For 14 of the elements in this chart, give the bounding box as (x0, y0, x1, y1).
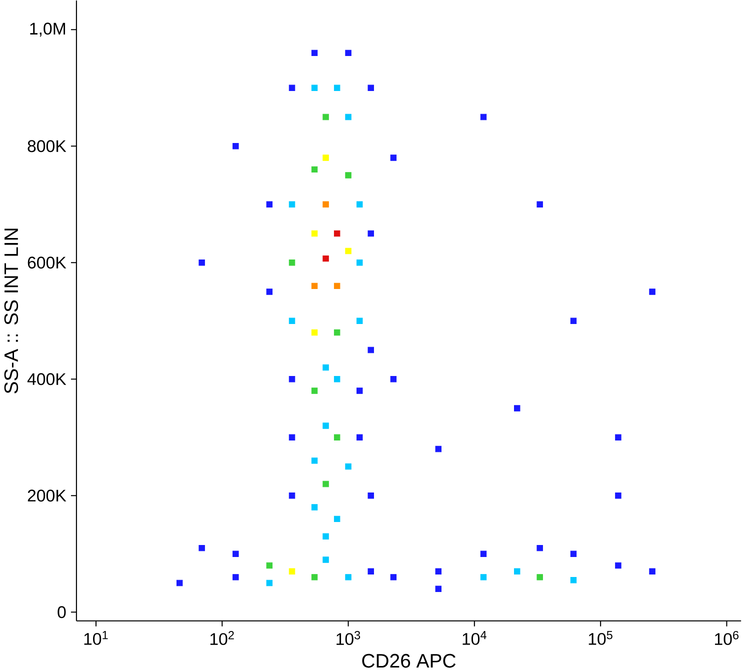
y-axis-title: SS-A :: SS INT LIN (4, 228, 18, 394)
x-tick-label: 10$^{3}$ (336, 630, 360, 646)
y-tick-label: 400K (27, 373, 66, 386)
x-tick-label: 10$^{5}$ (588, 630, 612, 645)
x-axis-title: CD26 APC (362, 654, 456, 668)
x-tick-label: 10$^{6}$ (715, 630, 739, 646)
y-tick-label: 800K (28, 140, 66, 152)
y-tick-label: 0 (58, 606, 66, 618)
y-tick-label: 600K (28, 256, 66, 269)
y-tick-label: 1,0M (30, 22, 66, 37)
x-tick-label: 10$^{1}$ (84, 630, 108, 645)
y-tick-label: 200K (28, 490, 66, 502)
x-tick-label: 10$^{2}$ (210, 630, 234, 646)
x-tick-label: 10$^{4}$ (462, 630, 486, 645)
